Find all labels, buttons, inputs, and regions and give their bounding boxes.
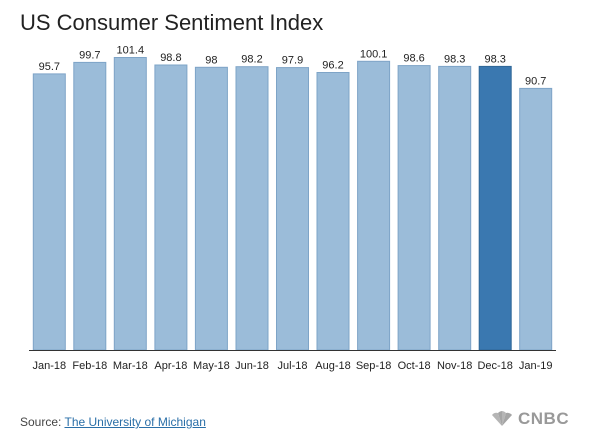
bar-nov-18 — [438, 65, 472, 351]
value-label-nov-18: 98.3 — [444, 53, 465, 65]
source-prefix: Source: — [20, 415, 65, 429]
tick-label-aug-18: Aug-18 — [315, 360, 350, 372]
chart-title: US Consumer Sentiment Index — [20, 10, 324, 35]
value-label-mar-18: 101.4 — [117, 45, 145, 57]
bar-jan-18 — [32, 73, 66, 351]
tick-label-nov-18: Nov-18 — [437, 360, 472, 372]
bar-dec-18 — [478, 65, 512, 351]
bar-jan-19 — [519, 87, 553, 351]
value-label-jan-19: 90.7 — [525, 75, 546, 87]
value-label-dec-18: 98.3 — [484, 53, 505, 65]
value-labels-group: 95.7 99.7 101.4 98.8 98 98.2 97.9 96.2 100.1 98.6… — [39, 45, 547, 88]
tick-label-feb-18: Feb-18 — [72, 360, 107, 372]
peacock-icon — [492, 411, 512, 426]
bar-jun-18 — [235, 66, 269, 351]
bar-apr-18 — [154, 64, 188, 351]
tick-labels-group: Jan-18 Feb-18 Mar-18 Apr-18 May-18 Jun-18 Jul-… — [32, 360, 552, 372]
tick-label-dec-18: Dec-18 — [477, 360, 512, 372]
bar-feb-18 — [73, 61, 107, 351]
bar-mar-18 — [113, 57, 147, 351]
logo-text: CNBC — [518, 409, 570, 428]
tick-label-apr-18: Apr-18 — [154, 360, 187, 372]
value-label-jan-18: 95.7 — [39, 61, 60, 73]
value-label-jun-18: 98.2 — [241, 54, 262, 66]
tick-label-mar-18: Mar-18 — [113, 360, 148, 372]
tick-label-may-18: May-18 — [193, 360, 230, 372]
bar-jul-18 — [276, 67, 309, 351]
value-label-feb-18: 99.7 — [79, 49, 100, 61]
source-link[interactable]: The University of Michigan — [64, 415, 206, 429]
cnbc-logo: CNBC — [490, 409, 569, 429]
tick-label-jan-19: Jan-19 — [519, 360, 553, 372]
bar-oct-18 — [397, 65, 431, 351]
tick-label-jun-18: Jun-18 — [235, 360, 269, 372]
tick-label-sep-18: Sep-18 — [356, 360, 391, 372]
value-label-may-18: 98 — [205, 54, 217, 66]
source-note: Source: The University of Michigan — [20, 415, 206, 429]
value-label-aug-18: 96.2 — [322, 60, 343, 72]
value-label-jul-18: 97.9 — [282, 55, 303, 67]
bar-may-18 — [194, 66, 228, 351]
value-label-oct-18: 98.6 — [403, 53, 424, 65]
bar-sep-18 — [357, 60, 391, 351]
value-label-sep-18: 100.1 — [360, 48, 388, 60]
bars-group — [32, 57, 553, 351]
tick-label-jul-18: Jul-18 — [278, 360, 308, 372]
tick-label-jan-18: Jan-18 — [32, 360, 66, 372]
bar-aug-18 — [316, 72, 350, 351]
value-label-apr-18: 98.8 — [160, 52, 181, 64]
tick-label-oct-18: Oct-18 — [398, 360, 431, 372]
